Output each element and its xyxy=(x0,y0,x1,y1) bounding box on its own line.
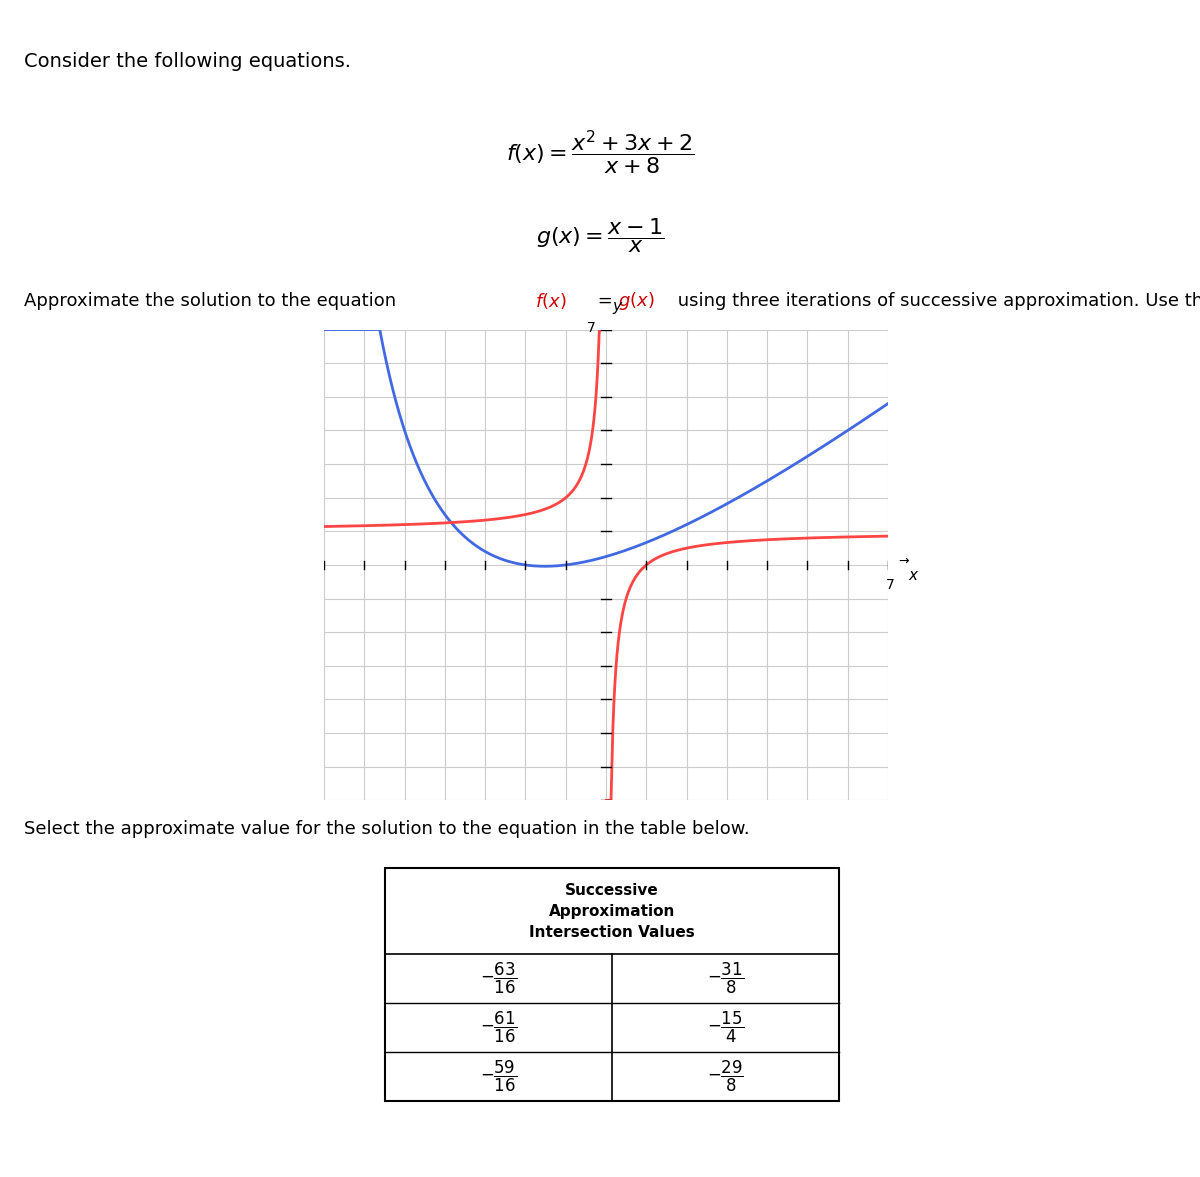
Text: $g(x)$: $g(x)$ xyxy=(618,291,654,312)
Text: $f(x)$: $f(x)$ xyxy=(535,292,566,311)
Text: Select the approximate value for the solution to the equation in the table below: Select the approximate value for the sol… xyxy=(24,819,750,838)
Text: =: = xyxy=(592,292,618,311)
Bar xyxy=(385,869,839,1100)
Text: $y$: $y$ xyxy=(612,300,624,317)
Text: $x$: $x$ xyxy=(908,567,919,583)
Text: $\rightarrow$: $\rightarrow$ xyxy=(896,553,911,566)
Text: $g(x) = \dfrac{x - 1}{x}$: $g(x) = \dfrac{x - 1}{x}$ xyxy=(535,217,665,255)
Text: $-\dfrac{61}{16}$: $-\dfrac{61}{16}$ xyxy=(480,1010,517,1045)
Text: using three iterations of successive approximation. Use the graph as a starting : using three iterations of successive app… xyxy=(672,292,1200,311)
Text: $-\dfrac{63}{16}$: $-\dfrac{63}{16}$ xyxy=(480,960,517,996)
Text: $-\dfrac{31}{8}$: $-\dfrac{31}{8}$ xyxy=(707,960,744,996)
Text: Consider the following equations.: Consider the following equations. xyxy=(24,52,352,71)
Text: $-\dfrac{15}{4}$: $-\dfrac{15}{4}$ xyxy=(707,1010,744,1045)
Text: 7: 7 xyxy=(587,321,596,335)
Text: Successive
Approximation
Intersection Values: Successive Approximation Intersection Va… xyxy=(529,883,695,939)
Text: $f(x) = \dfrac{x^2 + 3x + 2}{x + 8}$: $f(x) = \dfrac{x^2 + 3x + 2}{x + 8}$ xyxy=(505,128,695,177)
Text: $-\dfrac{59}{16}$: $-\dfrac{59}{16}$ xyxy=(480,1059,517,1095)
Text: Approximate the solution to the equation: Approximate the solution to the equation xyxy=(24,292,402,311)
Text: $-\dfrac{29}{8}$: $-\dfrac{29}{8}$ xyxy=(707,1059,744,1095)
Text: 7: 7 xyxy=(886,578,894,592)
